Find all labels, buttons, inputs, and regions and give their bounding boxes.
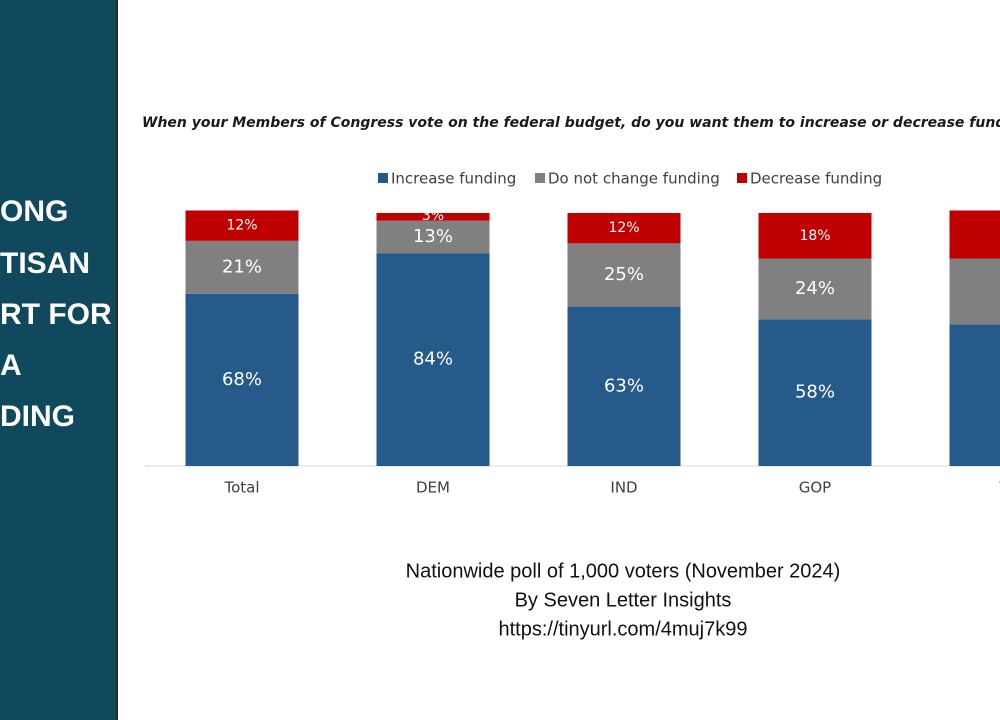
bar-segment [949, 258, 1000, 325]
panel-line: TISAN [0, 247, 90, 280]
data-label: 24% [795, 278, 835, 299]
data-label: 21% [222, 256, 262, 277]
panel-line: A [0, 349, 22, 382]
bar-segment [949, 324, 1000, 466]
legend-label: Increase funding [391, 170, 516, 188]
footer-line: Nationwide poll of 1,000 voters (Novembe… [406, 560, 841, 582]
x-tick-label: IND [610, 479, 637, 497]
legend-label: Do not change funding [548, 170, 720, 188]
bar-segment [185, 210, 299, 241]
legend-swatch [737, 173, 747, 183]
data-label: 58% [795, 382, 835, 403]
bar-segment [376, 220, 490, 254]
data-label: 3% [422, 208, 444, 224]
bar-segment [185, 240, 299, 294]
chart-title: When your Members of Congress vote on th… [142, 115, 1000, 131]
bar-segment [567, 306, 681, 466]
data-label: 63% [604, 375, 644, 396]
legend-swatch [535, 173, 545, 183]
bar-segment [376, 253, 490, 466]
data-label: 68% [222, 369, 262, 390]
panel-line: RT FOR [0, 298, 112, 331]
legend-swatch [378, 173, 388, 183]
panel-line: DING [0, 400, 75, 433]
panel-line: ONG [0, 195, 68, 228]
side-panel [0, 0, 117, 720]
bar-segment [758, 213, 872, 259]
bar-segment [376, 213, 490, 221]
data-label: 84% [413, 349, 453, 370]
data-label: 12% [608, 220, 639, 236]
bar-segment [185, 293, 299, 466]
x-tick-label: GOP [799, 479, 831, 497]
data-label: 13% [413, 226, 453, 247]
bar-segment [949, 210, 1000, 259]
bar-segment [567, 213, 681, 244]
x-tick-label: Total [223, 479, 259, 497]
data-label: 25% [604, 264, 644, 285]
legend-label: Decrease funding [750, 170, 882, 188]
x-tick-label: DEM [416, 479, 450, 497]
bar-segment [758, 319, 872, 466]
data-label: 12% [226, 218, 257, 234]
footer-line: By Seven Letter Insights [515, 589, 732, 611]
x-tick-label: Tr [998, 479, 1000, 497]
data-label: 18% [799, 228, 830, 244]
bar-segment [758, 258, 872, 320]
footer-line: https://tinyurl.com/4muj7k99 [499, 618, 748, 640]
bar-segment [567, 243, 681, 307]
